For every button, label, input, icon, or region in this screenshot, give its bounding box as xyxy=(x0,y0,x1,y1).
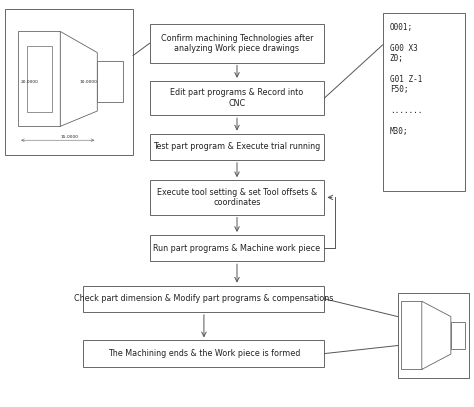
Text: Test part program & Execute trial running: Test part program & Execute trial runnin… xyxy=(154,142,320,151)
Polygon shape xyxy=(422,301,451,370)
Bar xyxy=(97,61,123,102)
Bar xyxy=(451,322,465,349)
Bar xyxy=(150,180,324,214)
Bar xyxy=(150,235,324,261)
Bar xyxy=(150,133,324,160)
Text: 15.0000: 15.0000 xyxy=(60,135,78,139)
Text: Check part dimension & Modify part programs & compensations: Check part dimension & Modify part progr… xyxy=(74,294,334,303)
Text: Execute tool setting & set Tool offsets &
coordinates: Execute tool setting & set Tool offsets … xyxy=(157,188,317,207)
Bar xyxy=(18,31,60,126)
Text: Run part programs & Machine work piece: Run part programs & Machine work piece xyxy=(154,244,320,253)
Bar xyxy=(401,301,422,370)
Text: Edit part programs & Record into
CNC: Edit part programs & Record into CNC xyxy=(170,88,304,108)
Bar xyxy=(27,46,52,112)
Text: 20.0000: 20.0000 xyxy=(21,80,38,84)
Bar xyxy=(83,340,324,367)
Text: 10.0000: 10.0000 xyxy=(80,80,97,84)
Text: Confirm machining Technologies after
analyzing Work piece drawings: Confirm machining Technologies after ana… xyxy=(161,34,313,53)
Bar xyxy=(398,293,469,378)
Polygon shape xyxy=(60,31,97,126)
Bar xyxy=(383,13,465,191)
Bar xyxy=(83,286,324,312)
Bar xyxy=(150,24,324,63)
Bar xyxy=(150,81,324,115)
Text: O001;

G00 X3
Z0;

G01 Z-1
F50;

.......

M30;: O001; G00 X3 Z0; G01 Z-1 F50; ....... M3… xyxy=(390,23,422,136)
Text: The Machining ends & the Work piece is formed: The Machining ends & the Work piece is f… xyxy=(108,349,300,358)
Bar xyxy=(5,9,133,155)
